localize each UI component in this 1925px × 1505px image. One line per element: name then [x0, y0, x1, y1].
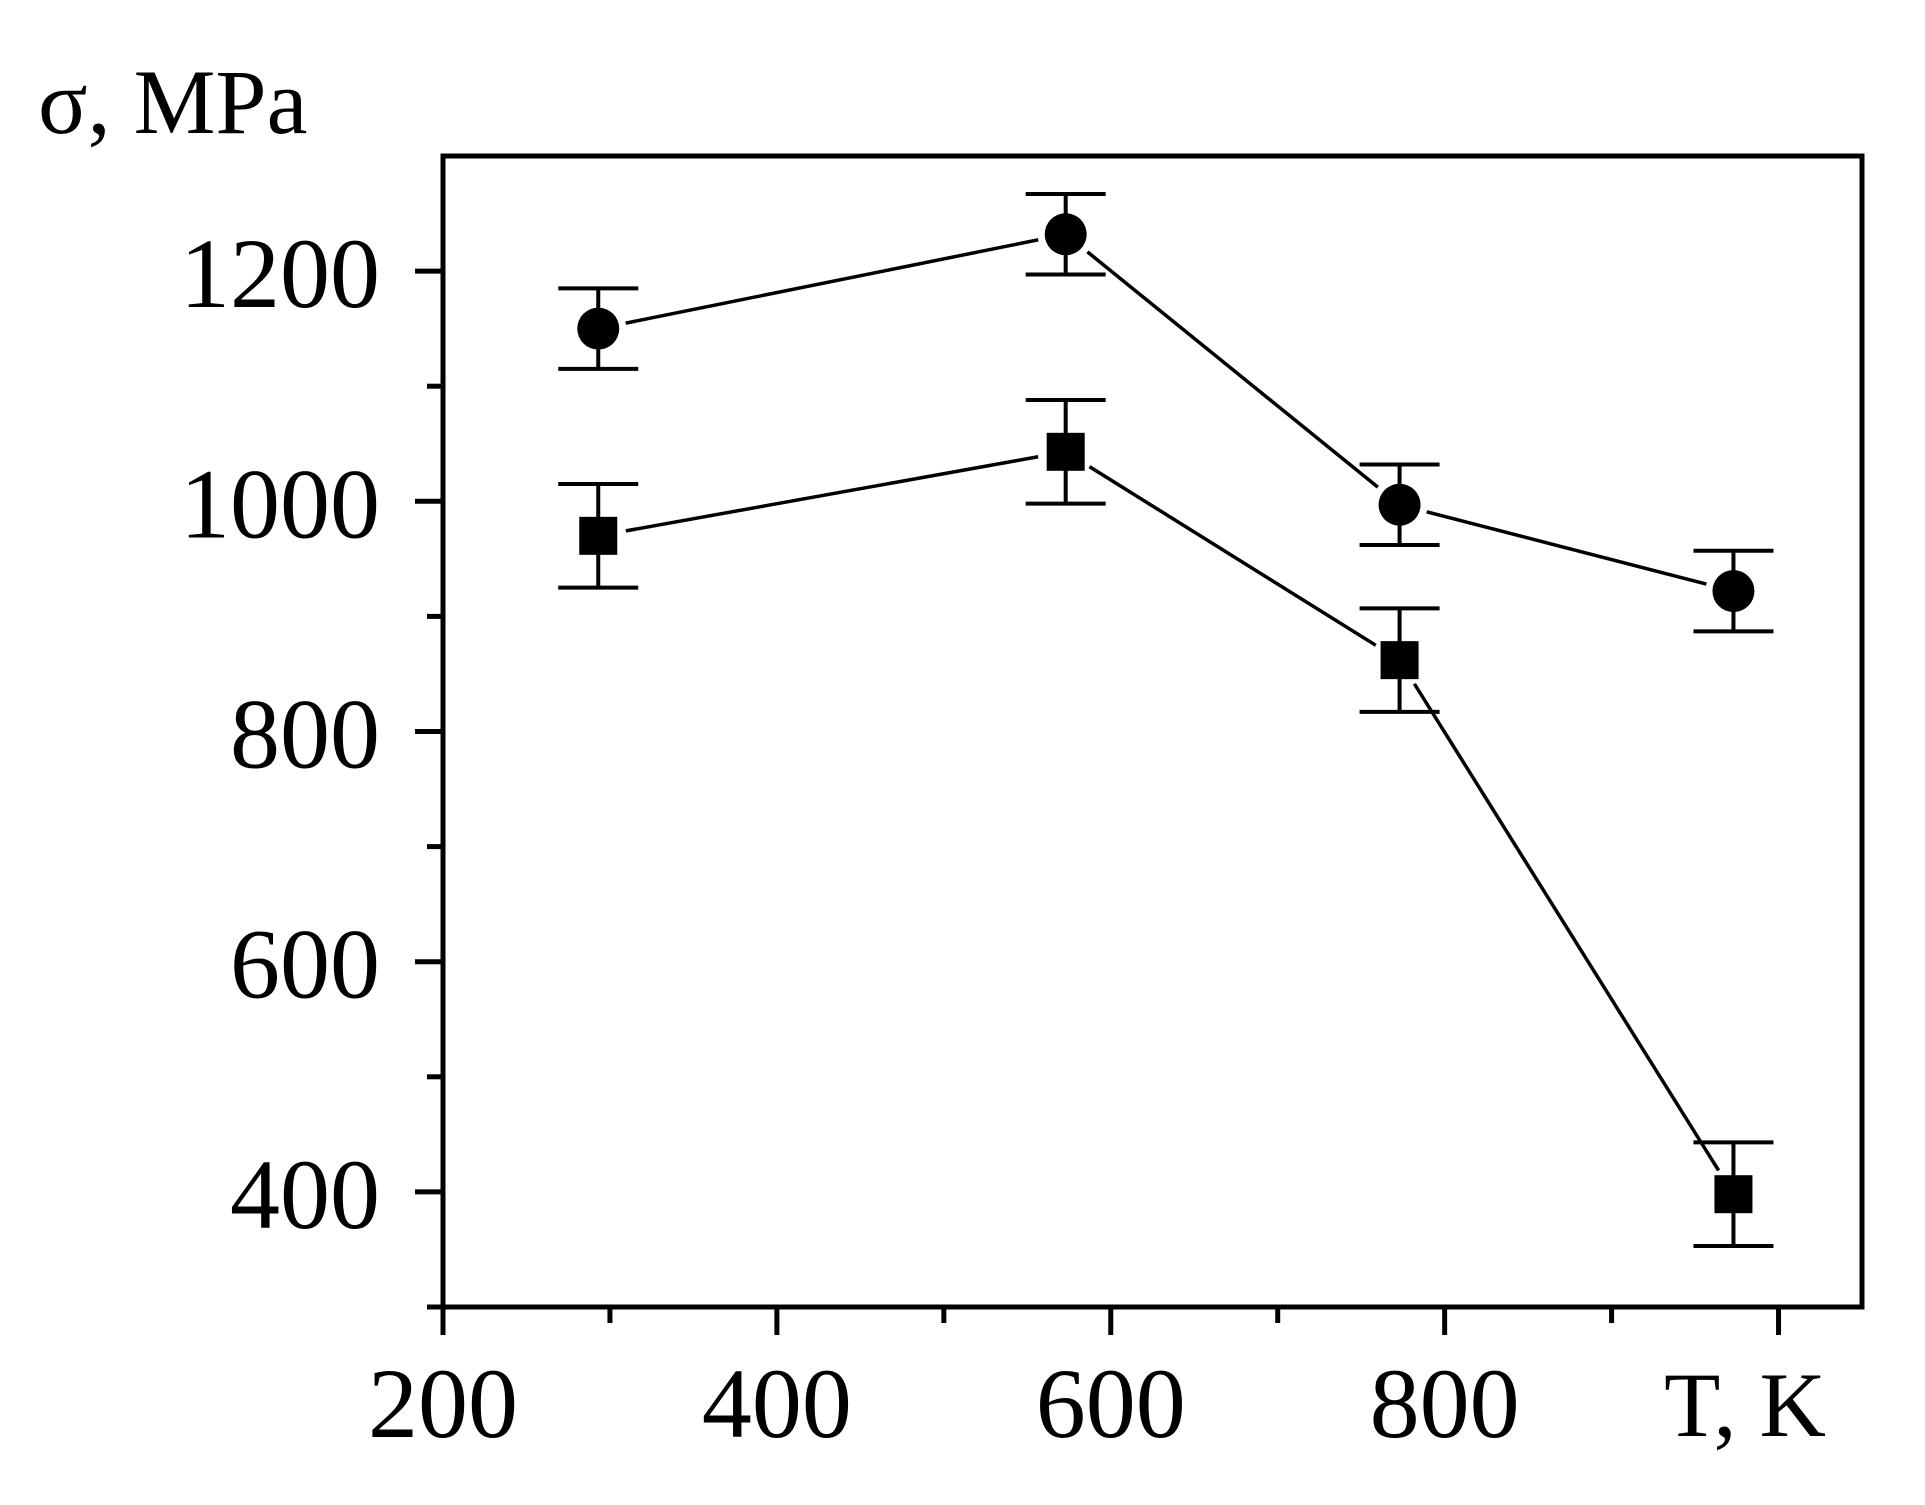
- plot-frame: [440, 153, 1865, 1310]
- series-line-segment: [1412, 682, 1721, 1172]
- series-line-segment: [625, 238, 1039, 325]
- y-tick-label: 400: [230, 1139, 380, 1250]
- data-point-circle: [1044, 213, 1087, 256]
- data-point-circle: [577, 307, 620, 350]
- x-tick-label: 600: [1036, 1348, 1186, 1459]
- data-series: [558, 191, 1774, 1248]
- series-line-segment: [1088, 465, 1377, 647]
- y-axis-tick-labels: 400 600 800 1000 1200: [180, 218, 380, 1250]
- data-point-square: [1380, 641, 1419, 680]
- data-point-square: [1046, 432, 1085, 471]
- y-tick-label: 1200: [180, 218, 380, 329]
- y-tick-label: 600: [230, 909, 380, 1020]
- data-point-square: [579, 516, 618, 555]
- x-tick-label: 800: [1370, 1348, 1520, 1459]
- y-tick-label: 1000: [180, 448, 380, 559]
- series-squares: [558, 398, 1774, 1248]
- x-axis-tick-labels: 200 400 600 800: [368, 1348, 1520, 1459]
- data-point-circle: [1712, 570, 1755, 613]
- series-line-segment: [1426, 510, 1707, 586]
- x-tick-label: 200: [368, 1348, 518, 1459]
- y-tick-label: 800: [230, 679, 380, 790]
- series-line-segment: [1086, 250, 1379, 489]
- series-line-segment: [625, 455, 1039, 533]
- y-axis-ticks: [415, 268, 443, 1310]
- x-axis-title: T, K: [1664, 1354, 1826, 1456]
- data-point-square: [1714, 1175, 1753, 1214]
- y-axis-title: σ, MPa: [38, 51, 307, 153]
- data-point-circle: [1378, 483, 1421, 526]
- x-tick-label: 400: [702, 1348, 852, 1459]
- x-axis-ticks: [440, 1307, 1782, 1335]
- series-circles: [558, 191, 1774, 634]
